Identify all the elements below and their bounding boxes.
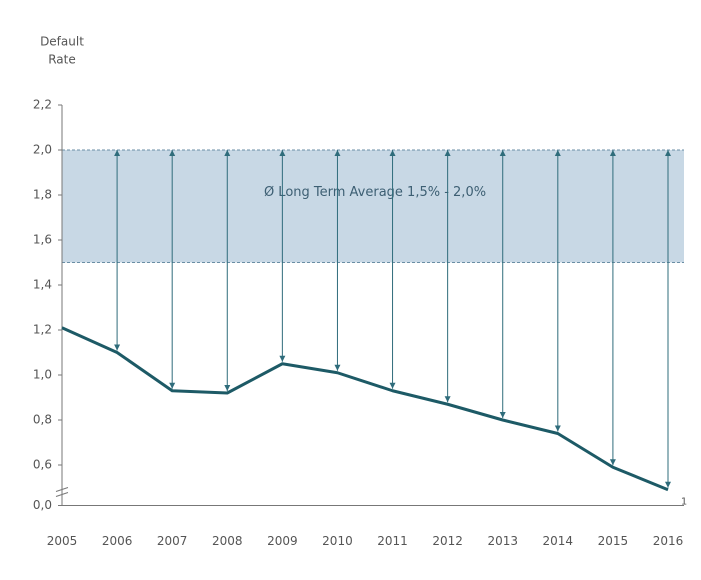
x-tick-label: 2009 [267,534,298,548]
x-axis-end-label: 1 [681,497,687,508]
arrow-head [444,396,451,403]
x-tick-label: 2007 [157,534,188,548]
y-tick-label: 0,6 [33,458,52,472]
arrow-tail [609,150,616,156]
y-axis-label: Default [40,35,84,49]
x-tick-label: 2005 [47,534,78,548]
x-tick-label: 2012 [432,534,463,548]
arrow-head [554,425,561,432]
arrow-head [279,355,286,362]
y-tick-label: 2,2 [33,98,52,112]
arrow-tail [334,150,341,156]
x-tick-label: 2015 [598,534,629,548]
y-tick-label: 1,6 [33,233,52,247]
arrow-tail [665,150,671,156]
arrow-head [334,364,341,371]
arrow-tail [279,150,286,156]
y-tick-label: 1,8 [33,188,52,202]
arrow-head [499,412,506,418]
arrow-head [665,481,671,488]
arrow-tail [114,150,121,156]
x-tick-label: 2011 [377,534,408,548]
average-band [62,150,684,263]
arrow-tail [499,150,506,156]
arrow-head [389,382,396,389]
y-tick-label: 1,4 [33,278,52,292]
arrow-head [224,385,231,391]
y-tick-label: 2,0 [33,143,52,157]
arrow-tail [554,150,561,156]
arrow-tail [389,150,396,156]
arrow-head [169,382,176,389]
annotation: Ø Long Term Average 1,5% - 2,0% [264,185,486,200]
y-tick-label: 0,0 [33,498,52,512]
x-tick-label: 2010 [322,534,353,548]
x-tick-label: 2013 [487,534,518,548]
x-tick-label: 2016 [653,534,684,548]
y-tick-label: 0,8 [33,413,52,427]
y-tick-label: 1,0 [33,368,52,382]
arrow-head [114,344,121,351]
data-line [61,326,669,492]
arrow-tail [169,150,176,156]
x-tick-label: 2008 [212,534,243,548]
axis-break [55,487,69,497]
arrow-tail [224,150,231,156]
arrow-tail [444,150,451,156]
arrow-head [609,459,616,466]
x-tick-label: 2014 [543,534,574,548]
y-tick-label: 1,2 [33,323,52,337]
y-axis-label: Rate [48,53,76,67]
x-tick-label: 2006 [102,534,133,548]
